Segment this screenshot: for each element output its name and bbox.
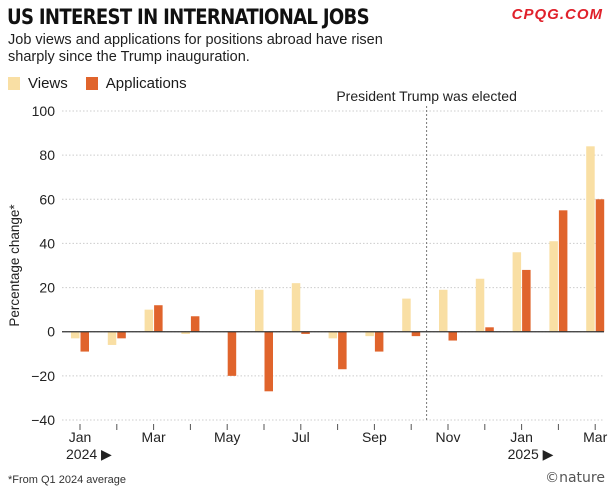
- annotation-label: President Trump was elected: [336, 88, 517, 104]
- bar-applications: [411, 331, 421, 337]
- y-tick-label: 0: [47, 324, 55, 340]
- chart-title: US INTEREST IN INTERNATIONAL JOBS: [7, 5, 370, 29]
- bar-views: [365, 331, 374, 337]
- bar-views: [402, 298, 411, 332]
- legend-swatch-views: [8, 77, 20, 90]
- bar-views: [549, 241, 558, 332]
- bar-applications: [374, 331, 384, 352]
- y-tick-label: −20: [31, 368, 55, 384]
- bar-views: [71, 331, 80, 339]
- x-tick-label: Sep: [362, 429, 387, 445]
- bar-views: [328, 331, 338, 339]
- bar-views: [586, 146, 595, 332]
- bar-applications: [264, 331, 273, 392]
- bar-views: [475, 278, 485, 332]
- bar-applications: [190, 316, 200, 332]
- bar-applications: [154, 305, 163, 332]
- x-tick-label: Jul: [292, 429, 310, 445]
- bar-views: [291, 283, 301, 332]
- bar-applications: [558, 210, 568, 332]
- bar-applications: [595, 199, 605, 332]
- bar-views: [181, 331, 190, 334]
- footnote: *From Q1 2024 average: [8, 474, 127, 486]
- y-tick-label: 100: [32, 103, 56, 119]
- bar-applications: [485, 327, 494, 332]
- bar-applications: [338, 331, 347, 370]
- bar-views: [107, 331, 117, 345]
- legend-item-applications: Applications: [85, 75, 187, 92]
- bar-applications: [522, 269, 531, 332]
- bar-views: [439, 289, 448, 332]
- bar-applications: [227, 331, 237, 376]
- x-tick-label: Jan: [69, 429, 92, 445]
- bar-views: [512, 252, 522, 332]
- bar-applications: [80, 331, 89, 352]
- bar-views: [144, 309, 154, 332]
- legend-item-views: Views: [8, 75, 68, 92]
- legend: Views Applications: [8, 75, 205, 92]
- y-tick-label: 60: [39, 191, 55, 207]
- y-axis-title: Percentage change*: [7, 204, 22, 327]
- legend-label-views: Views: [28, 75, 68, 92]
- nature-logo: ©nature: [545, 470, 605, 486]
- x-year-label: 2024 ▶: [66, 446, 112, 462]
- watermark-text: CPQG.COM: [511, 6, 603, 23]
- legend-label-applications: Applications: [105, 75, 187, 92]
- y-tick-label: 20: [39, 280, 55, 296]
- legend-swatch-applications: [85, 77, 98, 90]
- x-tick-label: Nov: [436, 429, 461, 445]
- bar-applications: [448, 331, 457, 341]
- y-tick-label: 40: [39, 235, 55, 251]
- x-tick-label: Jan: [510, 429, 533, 445]
- bar-applications: [117, 331, 126, 339]
- bar-applications: [301, 331, 310, 334]
- y-tick-label: 80: [39, 147, 55, 163]
- y-tick-label: −40: [31, 412, 55, 428]
- x-tick-label: Mar: [142, 429, 166, 445]
- x-tick-label: Mar: [583, 429, 607, 445]
- x-tick-label: May: [214, 429, 240, 445]
- bar-views: [255, 289, 264, 332]
- chart-subtitle: Job views and applications for positions…: [8, 32, 383, 65]
- x-year-label: 2025 ▶: [508, 446, 554, 462]
